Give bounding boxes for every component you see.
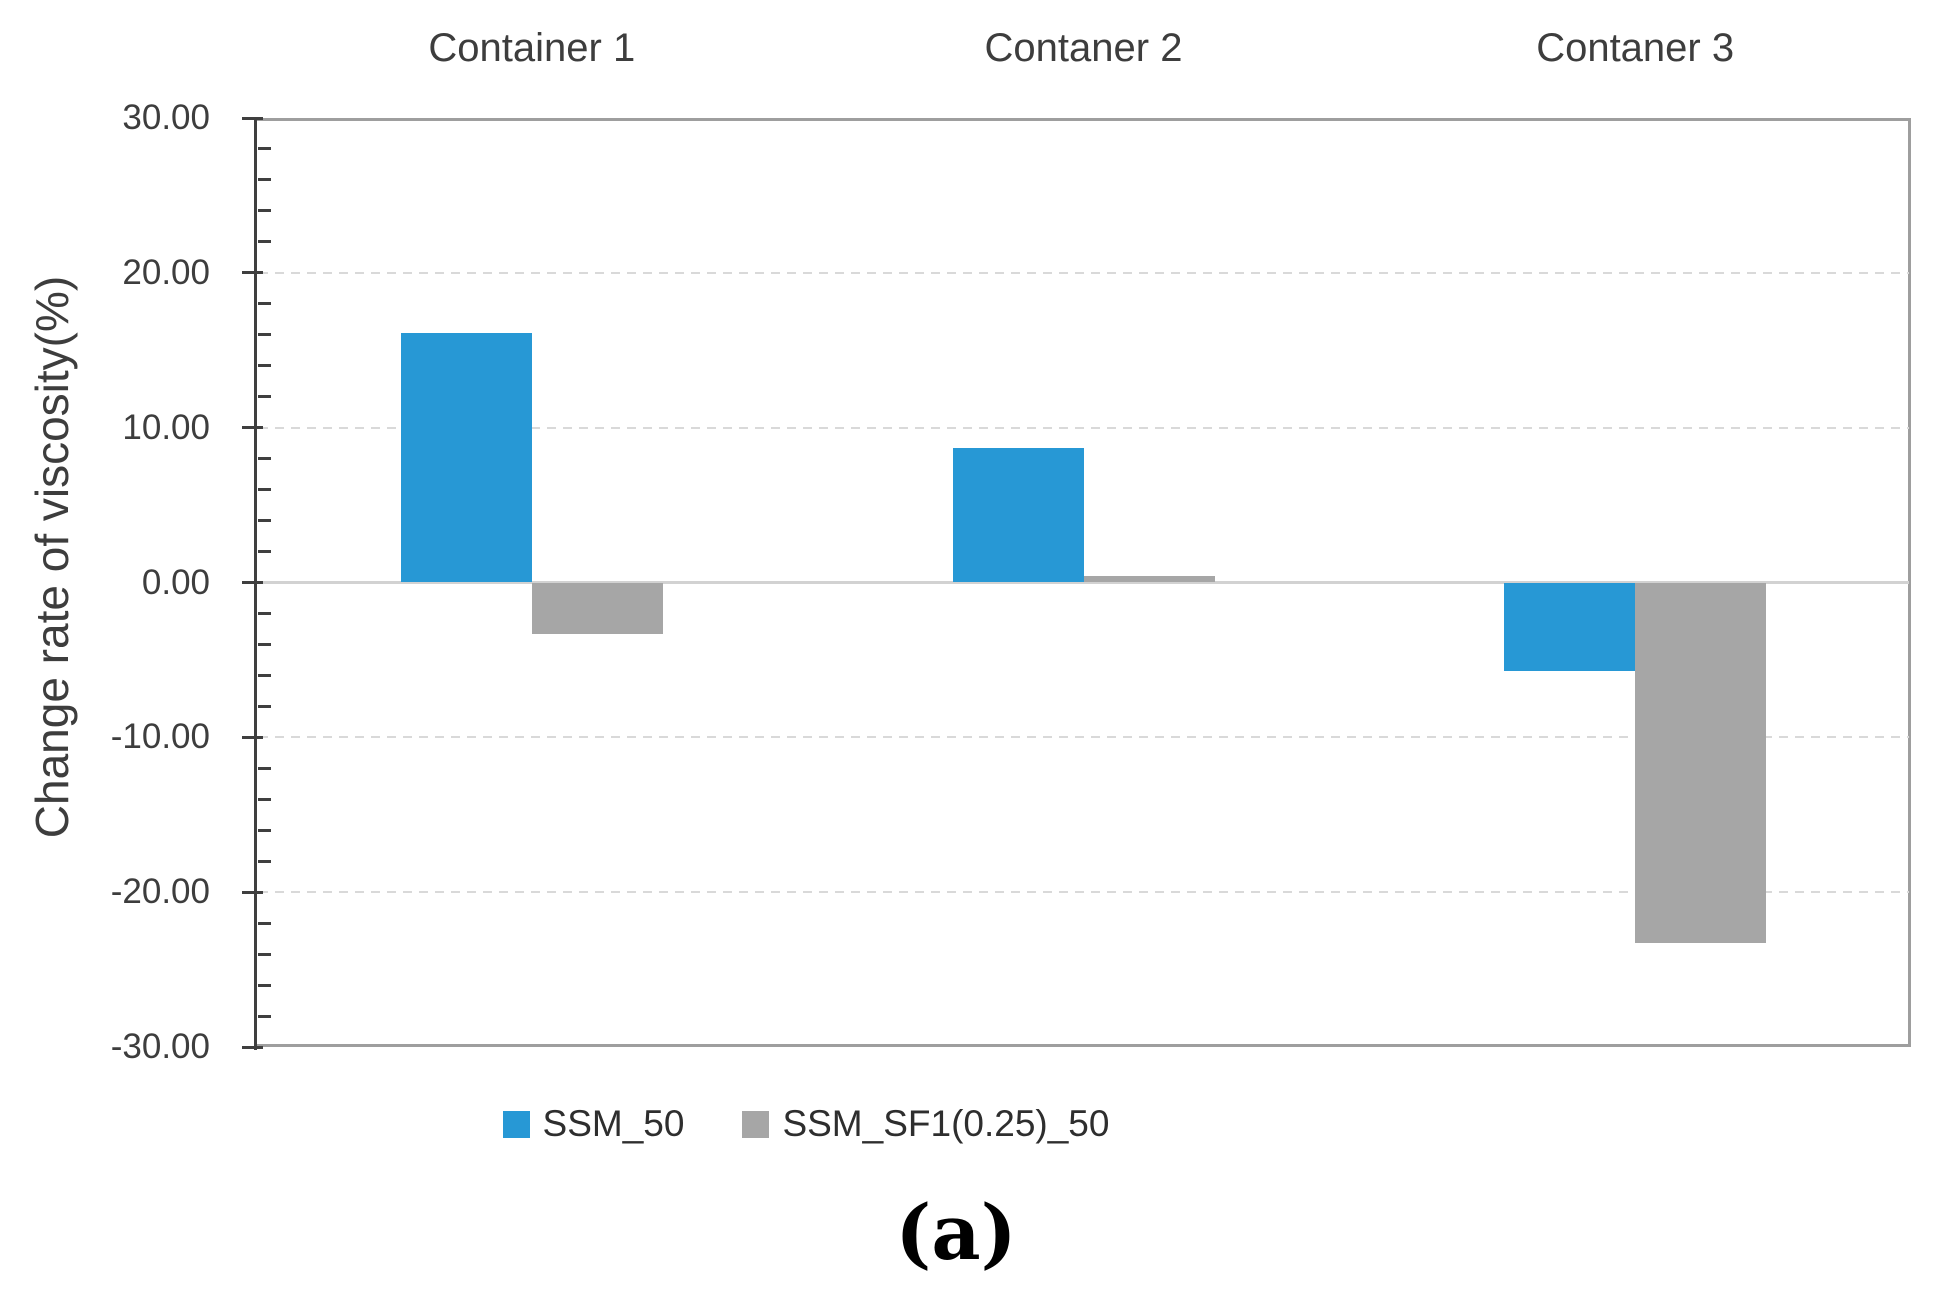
y-minor-tick [258,828,271,832]
y-minor-tick [258,209,271,213]
legend-item: SSM_SF1(0.25)_50 [742,1103,1109,1145]
y-minor-tick [258,952,271,956]
gridline [259,736,1909,739]
y-major-tick [242,890,263,894]
y-major-tick [242,426,263,430]
y-tick-label: -10.00 [110,717,210,757]
y-minor-tick [258,673,271,677]
gridline [259,426,1909,429]
legend-label: SSM_SF1(0.25)_50 [782,1103,1110,1144]
y-major-tick [242,1045,263,1049]
legend-item: SSM_50 [502,1103,685,1145]
y-tick-label: 20.00 [122,252,210,292]
legend-label: SSM_50 [542,1103,685,1144]
y-tick-label: -30.00 [110,1027,210,1066]
plot-area-border [256,118,1911,1047]
y-minor-tick [258,766,271,770]
y-minor-tick [258,921,271,925]
gridline [259,891,1909,894]
category-title: Contaner 2 [984,26,1183,70]
y-axis-line [254,118,257,1050]
y-minor-tick [258,983,271,987]
y-minor-tick [258,704,271,708]
y-minor-tick [258,395,271,399]
y-minor-tick [258,642,271,646]
y-minor-tick [258,550,271,554]
legend-swatch [742,1110,770,1138]
y-minor-tick [258,302,271,306]
y-minor-tick [258,519,271,523]
y-tick-label: 10.00 [122,407,210,447]
bar [952,447,1084,583]
category-title: Contaner 3 [1536,26,1735,70]
category-title: Container 1 [428,26,636,70]
y-minor-tick [258,611,271,615]
y-major-tick [242,116,263,120]
gridline [259,271,1909,274]
y-major-tick [242,735,263,739]
y-minor-tick [258,178,271,182]
figure-caption: (a) [895,1188,1017,1277]
bar [1504,582,1636,671]
y-minor-tick [258,457,271,461]
y-minor-tick [258,147,271,151]
y-minor-tick [258,797,271,801]
bar [400,333,532,583]
y-minor-tick [258,488,271,492]
bar [1635,582,1767,944]
y-major-tick [242,581,263,584]
zero-gridline [259,581,1909,584]
y-minor-tick [258,859,271,863]
bar [531,582,663,634]
y-minor-tick [258,364,271,368]
y-minor-tick [258,240,271,244]
y-tick-label: 30.00 [122,98,210,137]
y-tick-label: -20.00 [110,872,210,912]
y-minor-tick [258,333,271,337]
legend: SSM_50 SSM_SF1(0.25)_50 [256,1098,1356,1150]
y-tick-label: 0.00 [141,562,210,602]
y-major-tick [242,271,263,275]
y-minor-tick [258,1014,271,1018]
legend-swatch [502,1110,530,1138]
bar [1083,576,1215,583]
